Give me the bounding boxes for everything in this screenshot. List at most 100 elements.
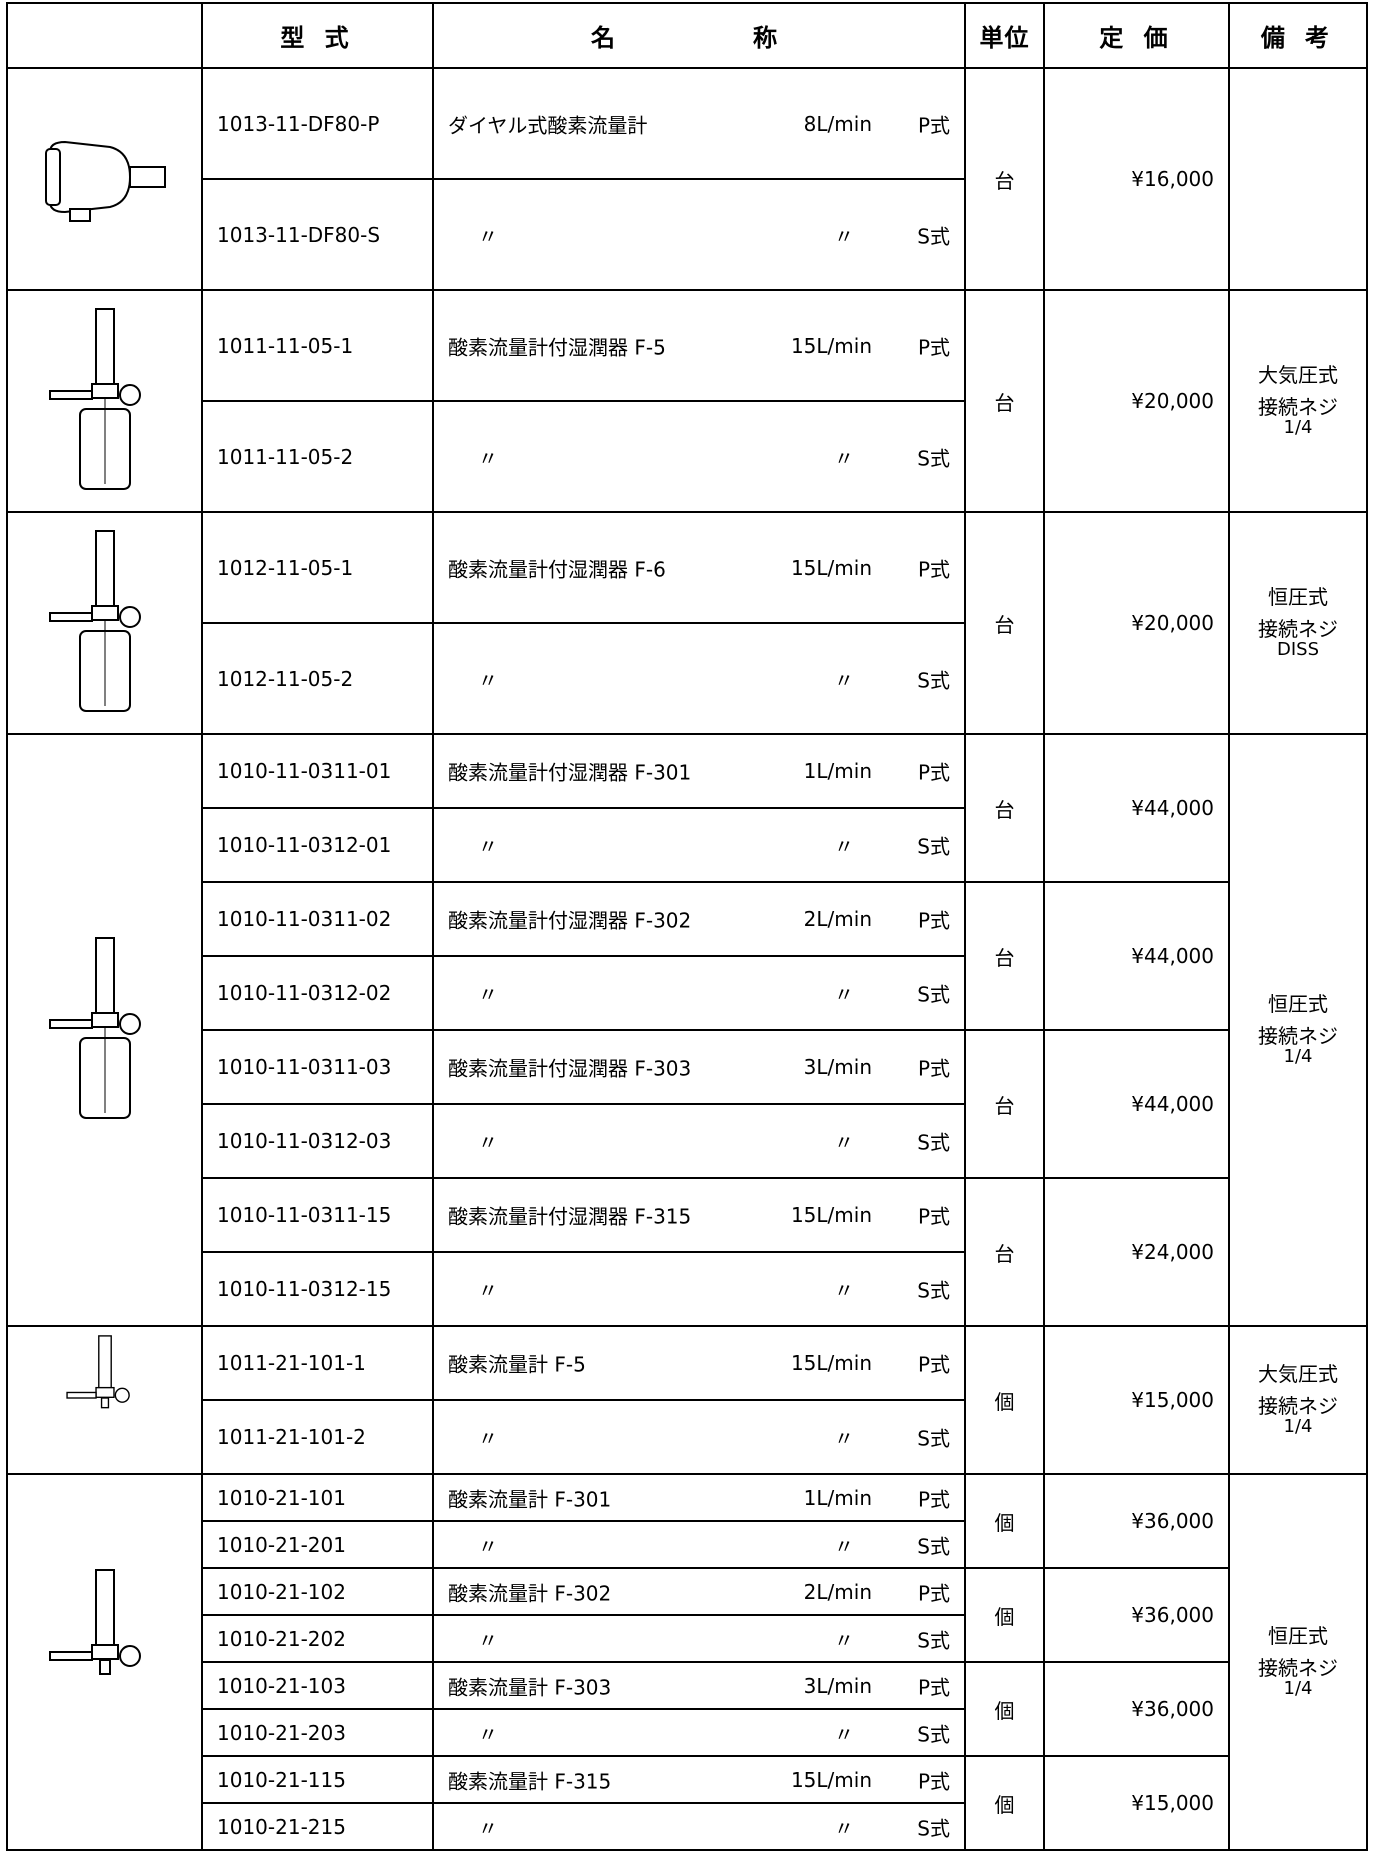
price-cell: ¥36,000 (1043, 1661, 1230, 1757)
name-cell: 酸素流量計付湿潤器 F-302 2L/min P式 (432, 881, 966, 957)
model-cell: 1010-21-201 (201, 1520, 434, 1569)
name-cell: 〃 〃 S式 (432, 1103, 966, 1179)
connection-type: P式 (917, 1487, 950, 1511)
header-cell: 備 考 (1228, 2, 1368, 69)
unit-cell: 台 (964, 511, 1045, 735)
flow-rate: 15L/min (790, 1767, 872, 1792)
header-cell: 単位 (964, 2, 1045, 69)
price-table: 型 式 名 称 単位 定 価 備 考 1013-11-DF80-P ダイヤル式酸素… (6, 2, 1368, 1851)
price-cell: ¥20,000 (1043, 289, 1230, 513)
table-row: 1010-21-202 〃 〃 S式 (7, 1614, 1367, 1663)
name-cell: 酸素流量計 F-302 2L/min P式 (432, 1567, 966, 1616)
product-name: 酸素流量計付湿潤器 F-302 (448, 908, 692, 933)
flow-rate: 15L/min (790, 555, 872, 580)
table-row: 1013-11-DF80-P ダイヤル式酸素流量計 8L/min P式台 ¥16,000 (6, 67, 1368, 291)
connection-type: P式 (917, 557, 950, 581)
product-name: 〃 (478, 1816, 498, 1840)
product-name: 〃 (478, 1426, 498, 1451)
price-cell: ¥36,000 (1043, 1567, 1230, 1663)
product-name: 〃 (478, 668, 498, 692)
model-cell: 1010-21-203 (201, 1708, 434, 1757)
remark-line: 接続ネジ (1258, 1656, 1338, 1681)
remarks-cell: 恒圧式 接続ネジ 1/4 (1228, 733, 1368, 1327)
name-cell: 〃 〃 S式 (432, 1708, 966, 1757)
model-cell: 1013-11-DF80-S (201, 178, 434, 291)
model-cell: 1011-11-05-1 (201, 289, 434, 402)
price-cell: ¥36,000 (1043, 1473, 1230, 1569)
price-cell: ¥44,000 (1043, 733, 1230, 883)
image-cell (6, 289, 203, 513)
connection-type: P式 (917, 335, 950, 359)
table-row: 1010-11-0312-15 〃 〃 S式 (7, 1251, 1367, 1327)
product-name: ダイヤル式酸素流量計 (448, 113, 648, 137)
remark-line: 1/4 (1283, 1416, 1313, 1438)
remark-line: 接続ネジ (1258, 617, 1338, 642)
product-image (48, 529, 141, 712)
flow-rate: 〃 (834, 1722, 854, 1746)
product-name: 酸素流量計付湿潤器 F-303 (448, 1056, 692, 1081)
flow-rate: 〃 (834, 982, 854, 1007)
name-cell: 酸素流量計付湿潤器 F-303 3L/min P式 (432, 1029, 966, 1105)
product-name: 酸素流量計 F-303 (448, 1675, 612, 1699)
product-name: 酸素流量計付湿潤器 F-301 (448, 760, 692, 785)
connection-type: S式 (917, 668, 950, 692)
remark-line: 大気圧式 (1258, 1362, 1338, 1387)
connection-type: P式 (917, 1056, 950, 1081)
table-row: 1013-11-DF80-S 〃 〃 S式 (7, 178, 1367, 291)
price-cell: ¥44,000 (1043, 881, 1230, 1031)
flow-rate: 〃 (834, 1278, 854, 1303)
name-cell: 酸素流量計 F-315 15L/min P式 (432, 1755, 966, 1804)
flow-rate: 3L/min (803, 1673, 872, 1698)
remarks-cell: 大気圧式 接続ネジ 1/4 (1228, 289, 1368, 513)
table-row: 1010-21-101 酸素流量計 F-301 1L/min P式個 ¥36,000 恒圧… (6, 1473, 1368, 1851)
model-cell: 1010-21-215 (201, 1802, 434, 1851)
table-row: 1011-11-05-1 酸素流量計付湿潤器 F-5 15L/min P式台 ¥20,0… (6, 289, 1368, 513)
table-row: 1010-21-115 酸素流量計 F-315 15L/min P式個 ¥15,000 (7, 1755, 1367, 1851)
table-row: 1010-11-0311-03 酸素流量計付湿潤器 F-303 3L/min P式台 ¥… (7, 1029, 1367, 1179)
table-row: 1010-11-0312-03 〃 〃 S式 (7, 1103, 1367, 1179)
connection-type: P式 (917, 1352, 950, 1377)
name-cell: 酸素流量計 F-5 15L/min P式 (432, 1325, 966, 1401)
product-name: 酸素流量計 F-5 (448, 1352, 586, 1377)
price-cell: ¥20,000 (1043, 511, 1230, 735)
flow-rate: 〃 (834, 1130, 854, 1155)
flow-rate: 〃 (834, 668, 854, 692)
product-name: 酸素流量計付湿潤器 F-5 (448, 335, 666, 359)
connection-type: S式 (917, 1816, 950, 1840)
connection-type: S式 (917, 1534, 950, 1558)
connection-type: S式 (917, 1628, 950, 1652)
connection-type: S式 (917, 1278, 950, 1303)
name-cell: 酸素流量計付湿潤器 F-5 15L/min P式 (432, 289, 966, 402)
name-cell: 〃 〃 S式 (432, 1399, 966, 1475)
product-name: 〃 (478, 1130, 498, 1155)
image-cell (6, 733, 203, 1327)
unit-cell: 個 (964, 1755, 1045, 1851)
price-cell: ¥15,000 (1043, 1325, 1230, 1475)
table-row: 1012-11-05-2 〃 〃 S式 (7, 622, 1367, 735)
flow-rate: 2L/min (803, 907, 872, 931)
remark-line: 接続ネジ (1258, 395, 1338, 420)
connection-type: P式 (917, 1581, 950, 1605)
table-row: 1010-21-215 〃 〃 S式 (7, 1802, 1367, 1851)
model-cell: 1013-11-DF80-P (201, 67, 434, 180)
product-name: 酸素流量計 F-302 (448, 1581, 612, 1605)
unit-cell: 台 (964, 1029, 1045, 1179)
flow-rate: 〃 (834, 1816, 854, 1840)
price-cell: ¥44,000 (1043, 1029, 1230, 1179)
name-cell: ダイヤル式酸素流量計 8L/min P式 (432, 67, 966, 180)
model-cell: 1011-21-101-1 (201, 1325, 434, 1401)
product-name: 〃 (478, 446, 498, 470)
remarks-cell: 恒圧式 接続ネジ DISS (1228, 511, 1368, 735)
image-cell (6, 1325, 203, 1475)
product-name: 酸素流量計付湿潤器 F-6 (448, 557, 666, 581)
flow-rate: 1L/min (803, 1485, 872, 1510)
connection-type: S式 (917, 834, 950, 859)
table-row: 1011-21-101-1 酸素流量計 F-5 15L/min P式個 ¥15,000 大… (6, 1325, 1368, 1475)
connection-type: S式 (917, 1722, 950, 1746)
model-cell: 1010-11-0312-03 (201, 1103, 434, 1179)
product-image (48, 936, 141, 1119)
connection-type: P式 (917, 760, 950, 785)
model-cell: 1012-11-05-2 (201, 622, 434, 735)
